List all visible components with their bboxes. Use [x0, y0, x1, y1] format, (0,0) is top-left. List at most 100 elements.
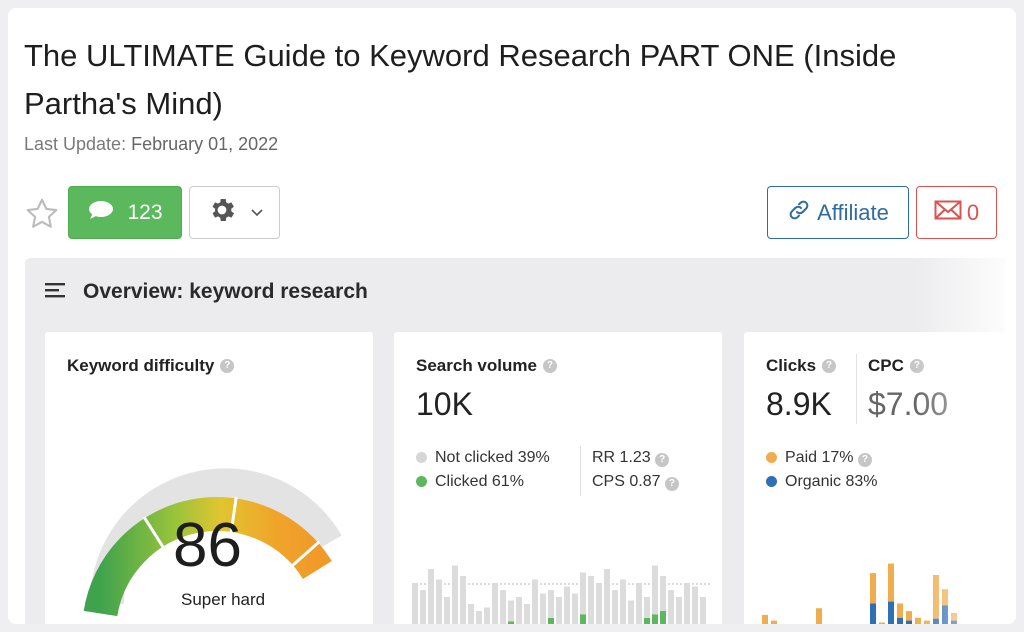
report-button[interactable]: 0: [916, 186, 997, 239]
bar-clicked: [580, 614, 586, 624]
comments-button[interactable]: 123: [68, 186, 182, 239]
bar-not-clicked: [652, 565, 658, 624]
bar-paid: [870, 573, 876, 604]
menu-icon[interactable]: [45, 280, 65, 304]
settings-dropdown-button[interactable]: [189, 186, 280, 239]
clicks-value: 8.9K: [766, 386, 832, 422]
bar-not-clicked: [492, 583, 498, 624]
bar-organic: [897, 617, 903, 624]
affiliate-button[interactable]: Affiliate: [767, 186, 909, 239]
divider: [856, 354, 857, 424]
envelope-icon: [934, 199, 962, 227]
gauge-segment-divider: [229, 497, 238, 534]
comments-count: 123: [127, 200, 163, 224]
chevron-down-icon: [250, 204, 263, 222]
bar-paid: [879, 622, 885, 624]
keyword-difficulty-title: Keyword difficulty ?: [67, 356, 235, 376]
bar-not-clicked: [692, 586, 698, 624]
help-icon[interactable]: ?: [220, 359, 235, 373]
bar-paid: [906, 611, 912, 621]
comment-icon: [87, 199, 115, 227]
bar-paid: [897, 603, 903, 618]
bar-not-clicked: [588, 576, 594, 624]
bar-not-clicked: [516, 597, 522, 624]
link-icon: [787, 198, 811, 228]
bar-not-clicked: [572, 593, 578, 624]
bar-clicked: [548, 618, 554, 624]
legend-paid: Paid 17% ?: [766, 446, 878, 470]
overview-title: Overview: keyword research: [83, 280, 368, 303]
bar-paid: [915, 617, 921, 624]
bar-not-clicked: [452, 565, 458, 624]
bar-not-clicked: [700, 597, 706, 624]
gauge-segment-divider: [142, 516, 165, 549]
bar-not-clicked: [556, 597, 562, 624]
bar-paid: [816, 608, 822, 624]
bar-not-clicked: [564, 586, 570, 624]
keyword-difficulty-rating: Super hard: [181, 590, 266, 609]
help-icon[interactable]: ?: [857, 453, 872, 467]
bar-not-clicked: [412, 583, 418, 624]
bar-organic: [870, 603, 876, 624]
bar-not-clicked: [620, 579, 626, 624]
bar-not-clicked: [460, 576, 466, 624]
star-icon[interactable]: [24, 196, 60, 232]
bar-organic: [933, 618, 939, 624]
bar-not-clicked: [500, 590, 506, 624]
search-volume-ratios: RR 1.23 ? CPS 0.87 ?: [592, 446, 679, 494]
bar-not-clicked: [684, 583, 690, 624]
keyword-difficulty-panel: Keyword difficulty ? 86 Super hard: [45, 332, 373, 624]
last-update-date: February 01, 2022: [131, 134, 279, 154]
bar-paid: [888, 563, 894, 602]
legend-not-clicked: Not clicked 39%: [416, 446, 550, 470]
search-volume-panel: Search volume ? 10K Not clicked 39% Clic…: [394, 332, 722, 624]
bar-paid: [942, 589, 948, 606]
search-volume-chart: [412, 565, 712, 624]
bar-not-clicked: [524, 604, 530, 624]
clicks-panel: Clicks ? CPC ? 8.9K $7.00 Paid 17% ? Org…: [744, 332, 1005, 624]
bar-not-clicked: [644, 597, 650, 624]
clicks-legend: Paid 17% ? Organic 83%: [766, 446, 878, 494]
help-icon[interactable]: ?: [909, 359, 924, 373]
bar-not-clicked: [468, 604, 474, 624]
keyword-difficulty-label: Keyword difficulty: [67, 356, 215, 375]
search-volume-value: 10K: [416, 386, 473, 422]
help-icon[interactable]: ?: [655, 453, 670, 467]
gauge-fill: [83, 497, 332, 617]
bar-clicked: [652, 614, 658, 624]
bar-not-clicked: [668, 590, 674, 624]
keyword-difficulty-value: 86: [173, 511, 242, 580]
last-update-label: Last Update:: [24, 134, 127, 154]
legend-clicked: Clicked 61%: [416, 470, 550, 494]
gear-icon: [207, 195, 237, 230]
cpc-value: $7.00: [868, 386, 949, 422]
help-icon[interactable]: ?: [542, 359, 557, 373]
cps-metric: CPS 0.87 ?: [592, 470, 679, 494]
legend-organic: Organic 83%: [766, 470, 878, 494]
bar-clicked: [644, 618, 650, 624]
help-icon[interactable]: ?: [822, 359, 837, 373]
bar-not-clicked: [604, 569, 610, 624]
bar-not-clicked: [420, 590, 426, 624]
bar-not-clicked: [612, 590, 618, 624]
bar-not-clicked: [444, 597, 450, 624]
last-update: Last Update: February 01, 2022: [24, 134, 278, 155]
rr-metric: RR 1.23 ?: [592, 446, 679, 470]
bar-organic: [951, 620, 957, 624]
bar-paid: [924, 620, 930, 624]
bar-not-clicked: [436, 579, 442, 624]
bar-not-clicked: [628, 600, 634, 624]
article-card: The ULTIMATE Guide to Keyword Research P…: [8, 8, 1016, 624]
keyword-overview: Overview: keyword research Keyword diffi…: [25, 258, 1005, 624]
bar-clicked: [660, 611, 666, 624]
bar-not-clicked: [580, 572, 586, 624]
bar-organic: [906, 620, 912, 624]
bar-organic: [888, 601, 894, 624]
affiliate-label: Affiliate: [817, 199, 889, 225]
help-icon[interactable]: ?: [664, 477, 679, 491]
bar-not-clicked: [532, 579, 538, 624]
divider: [580, 446, 581, 496]
report-count: 0: [966, 199, 980, 225]
bar-not-clicked: [540, 593, 546, 624]
bar-organic: [942, 605, 948, 624]
